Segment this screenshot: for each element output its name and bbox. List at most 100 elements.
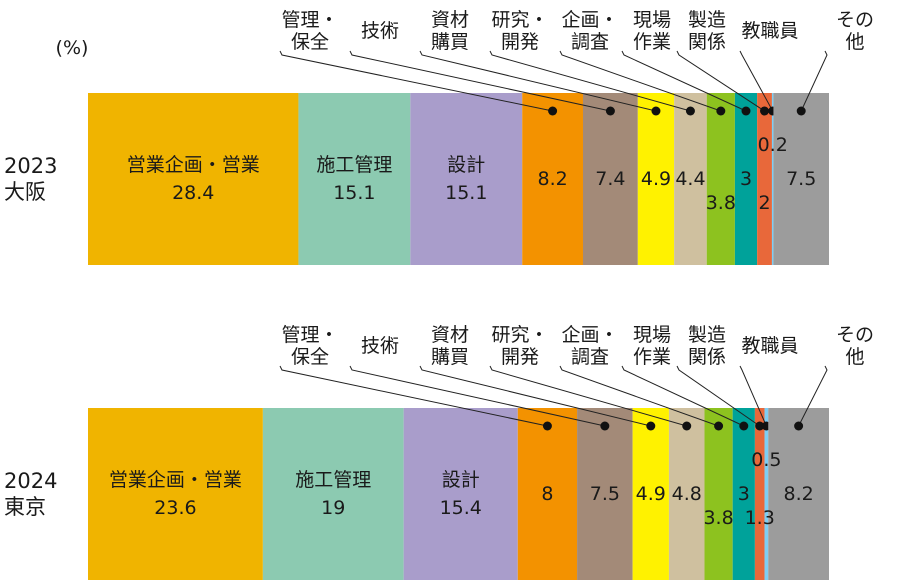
bar-segment [668, 408, 705, 580]
bar-segment [734, 93, 758, 265]
value-label: 15.1 [333, 182, 376, 204]
legend-label: 技術 [360, 335, 400, 357]
leader-dot [605, 106, 615, 116]
bar-segment [410, 93, 523, 265]
legend-label: 現場 作業 [632, 324, 672, 368]
value-label: 23.6 [154, 497, 197, 519]
value-label: 1.3 [744, 507, 775, 529]
leader-dot [794, 421, 804, 431]
legend-label: その他 [835, 324, 874, 368]
value-label: 0.2 [757, 134, 788, 156]
segment-name: 施工管理 [316, 154, 393, 176]
value-label: 3 [737, 483, 750, 505]
leader-line [489, 50, 691, 112]
leader-line [349, 365, 605, 427]
leader-line [621, 365, 744, 427]
leader-line [621, 50, 747, 112]
bar-segment [768, 408, 829, 580]
leader-dot [755, 421, 765, 431]
value-label: 7.5 [786, 168, 817, 190]
bar-segment [754, 408, 765, 580]
legend-label: 現場 作業 [632, 9, 672, 53]
legend-label: 資材 購買 [430, 324, 470, 368]
value-label: 2 [758, 192, 771, 214]
unit-label: (%) [55, 37, 89, 59]
leader-line [419, 50, 657, 112]
value-label: 8.2 [783, 483, 814, 505]
legend-label: 管理・ 保全 [281, 9, 339, 53]
leader-line [739, 50, 774, 112]
legend-label: 教職員 [741, 335, 799, 357]
value-label: 3.8 [703, 507, 734, 529]
legend-label: 企画・ 調査 [561, 324, 619, 368]
category-label: 2024 東京 [4, 469, 58, 519]
segment-name: 施工管理 [295, 469, 372, 491]
segment-name: 営業企画・営業 [108, 469, 242, 491]
legend-label: 製造 関係 [687, 9, 727, 53]
bar-segment [517, 408, 578, 580]
legend-label: その他 [835, 9, 874, 53]
value-label: 4.8 [671, 483, 702, 505]
bar-segment [88, 93, 299, 265]
leader-line [279, 50, 553, 112]
legend-label: 企画・ 調査 [561, 9, 619, 53]
leader-line [800, 50, 828, 112]
bar-segment [706, 93, 735, 265]
bar-segment [582, 93, 638, 265]
legend-label: 管理・ 保全 [281, 324, 339, 368]
legend-label: 研究・ 開発 [491, 9, 549, 53]
legend-label: 製造 関係 [687, 324, 727, 368]
legend-label: 技術 [360, 20, 400, 42]
bar-segment [577, 408, 633, 580]
leader-dot [741, 106, 751, 116]
value-label: 8.2 [537, 168, 568, 190]
leader-dot [600, 421, 610, 431]
leader-dot [548, 106, 558, 116]
value-label: 7.5 [589, 483, 620, 505]
bar-segment [522, 93, 583, 265]
value-label: 3.8 [705, 192, 736, 214]
value-label: 28.4 [172, 182, 215, 204]
leader-line [419, 365, 651, 427]
value-label: 8 [541, 483, 554, 505]
leader-line [279, 365, 548, 427]
leader-dot [714, 421, 724, 431]
legend-label: 教職員 [741, 20, 799, 42]
value-label: 15.1 [445, 182, 488, 204]
leader-dot [685, 106, 695, 116]
value-label: 4.4 [675, 168, 706, 190]
segment-name: 設計 [441, 469, 480, 491]
leader-dot [651, 106, 661, 116]
bar-segment [773, 93, 829, 265]
segment-name: 営業企画・営業 [126, 154, 260, 176]
bar-segment [637, 93, 675, 265]
legend-label: 研究・ 開発 [491, 324, 549, 368]
bar-segment [632, 408, 669, 580]
value-label: 3 [739, 168, 753, 190]
leader-line [739, 365, 767, 427]
bar-segment [732, 408, 755, 580]
leader-line [559, 50, 721, 112]
leader-line [489, 365, 687, 427]
value-label: 0.5 [751, 449, 782, 471]
value-label: 7.4 [595, 168, 626, 190]
bar-segment [88, 408, 263, 580]
bar-segment [771, 93, 774, 265]
leader-dot [760, 106, 770, 116]
leader-dot [739, 421, 749, 431]
value-label: 19 [321, 497, 346, 519]
bar-segment [704, 408, 733, 580]
value-label: 4.9 [635, 483, 666, 505]
leader-line [676, 365, 761, 427]
leader-dot [682, 421, 692, 431]
value-label: 15.4 [439, 497, 482, 519]
bar-segment [757, 93, 772, 265]
leader-dot [716, 106, 726, 116]
leader-line [559, 365, 719, 427]
segment-name: 設計 [447, 154, 486, 176]
value-label: 4.9 [640, 168, 672, 190]
leader-line [676, 50, 765, 112]
bar-segment [403, 408, 518, 580]
